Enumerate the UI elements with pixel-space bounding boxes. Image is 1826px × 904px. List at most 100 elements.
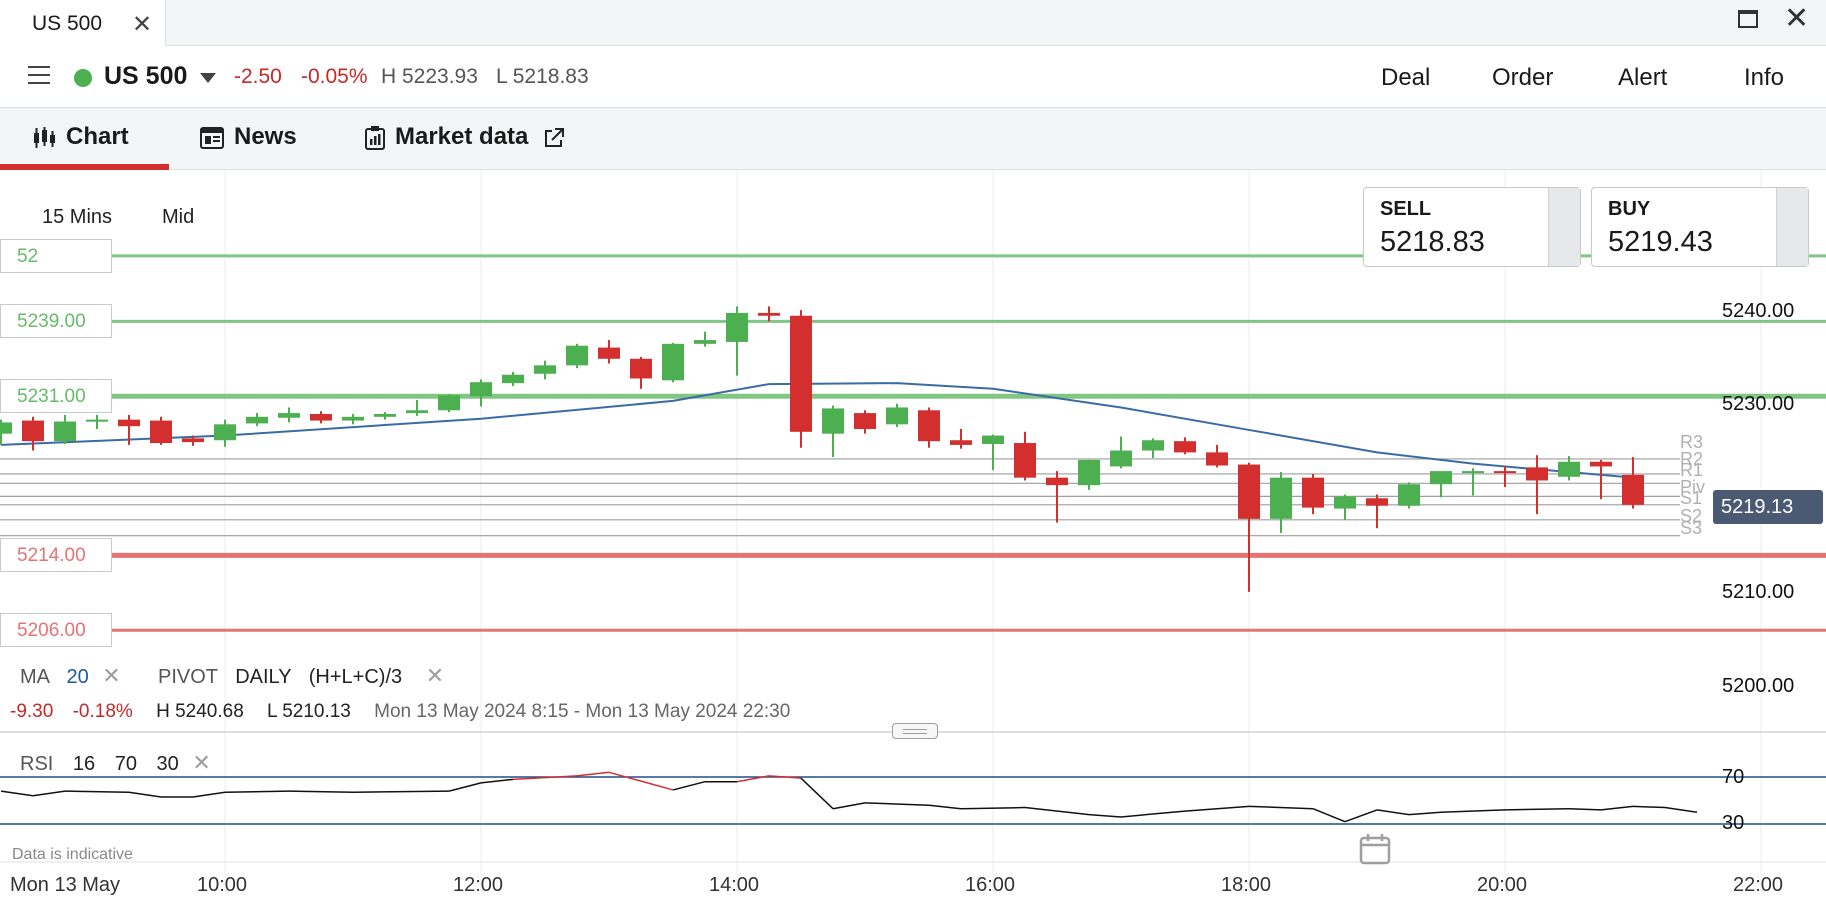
candle-body <box>1366 498 1388 506</box>
candle-body <box>726 312 748 342</box>
candle-body <box>182 438 204 443</box>
news-icon <box>200 126 224 149</box>
candle-body <box>630 358 652 379</box>
x-tick-label: 20:00 <box>1477 874 1528 896</box>
x-axis-date: Mon 13 May <box>10 874 121 896</box>
price-level-label[interactable]: 5239.00 <box>0 304 112 339</box>
tab-news-label: News <box>234 123 297 150</box>
candle-body <box>502 374 524 384</box>
maximize-icon[interactable] <box>1738 10 1758 28</box>
info-button[interactable]: Info <box>1744 64 1785 91</box>
candle-body <box>534 365 556 374</box>
close-icon[interactable]: ✕ <box>132 11 153 38</box>
menu-icon[interactable] <box>28 66 50 84</box>
pivot-label: PIVOT <box>158 666 218 688</box>
candlestick-icon <box>34 126 55 148</box>
pivot-indicator[interactable]: PIVOT DAILY (H+L+C)/3 ✕ <box>158 663 444 689</box>
sell-button[interactable]: SELL 5218.83 <box>1363 187 1581 267</box>
candle-body <box>822 408 844 434</box>
candle-body <box>342 416 364 421</box>
data-indicative-note: Data is indicative <box>12 846 133 863</box>
chart-area[interactable]: 15 Mins Mid 52 5239.00 5231.00 5214.00 5206.… <box>0 170 1826 904</box>
rsi-axis-70: 70 <box>1722 766 1745 788</box>
x-tick-label: 14:00 <box>709 874 760 896</box>
view-tabs: Chart News Market data <box>0 108 1826 170</box>
candle-body <box>1238 464 1260 519</box>
price-level-label[interactable]: 5214.00 <box>0 538 112 573</box>
market-data-icon <box>365 125 385 150</box>
rsi-line <box>128 791 162 798</box>
chart-canvas[interactable] <box>0 170 1826 904</box>
candle-body <box>310 414 332 421</box>
candle-body <box>1110 450 1132 467</box>
tab-market-data-label: Market data <box>395 123 529 150</box>
chevron-down-icon[interactable] <box>200 73 216 83</box>
candle-body <box>22 420 44 442</box>
close-icon[interactable]: ✕ <box>1784 2 1810 35</box>
candle-body <box>790 315 812 432</box>
tab-news[interactable]: News <box>200 123 297 151</box>
ma-indicator[interactable]: MA 20 ✕ <box>20 663 121 689</box>
price-level-label[interactable]: 52 <box>0 238 112 273</box>
rsi-line <box>1312 808 1346 823</box>
instrument-name[interactable]: US 500 <box>104 62 188 90</box>
stats-change: -9.30 <box>10 701 54 722</box>
stats-change-pct: -0.18% <box>72 701 133 722</box>
candle-body <box>982 435 1004 444</box>
close-icon[interactable]: ✕ <box>192 750 211 775</box>
candle-body <box>1494 471 1516 474</box>
timeframe-selector[interactable]: 15 Mins <box>32 206 123 229</box>
candle-body <box>1174 441 1196 453</box>
rsi-period: 16 <box>72 753 96 775</box>
deal-button[interactable]: Deal <box>1381 64 1431 91</box>
candle-body <box>278 413 300 418</box>
candle-body <box>662 343 684 381</box>
pivot-label-r3: R3 <box>1680 432 1704 452</box>
rsi-axis-30: 30 <box>1722 812 1745 834</box>
rsi-line <box>1440 809 1506 813</box>
candle-body <box>950 440 972 445</box>
rsi-line <box>224 790 290 794</box>
rsi-line <box>576 771 610 777</box>
window-tab[interactable]: US 500 ✕ <box>0 0 166 47</box>
candle-body <box>886 407 908 425</box>
rsi-line <box>32 790 66 797</box>
close-icon[interactable]: ✕ <box>102 663 121 688</box>
y-tick-label: 5230.00 <box>1722 393 1795 415</box>
calendar-icon[interactable] <box>1359 833 1391 865</box>
candle-body <box>406 410 428 414</box>
buy-strip <box>1776 188 1808 266</box>
price-level-label[interactable]: 5231.00 <box>0 379 112 414</box>
candle-body <box>118 419 140 427</box>
rsi-line <box>1568 807 1602 811</box>
candle-body <box>1398 484 1420 506</box>
rsi-line <box>1376 809 1410 816</box>
header-high: H 5223.93 <box>381 65 478 88</box>
buy-label: BUY <box>1608 198 1651 220</box>
buy-price: 5219.43 <box>1608 226 1713 258</box>
header-low: L 5218.83 <box>496 65 589 88</box>
rsi-line <box>192 791 226 798</box>
rsi-line <box>736 775 770 783</box>
tab-market-data[interactable]: Market data <box>365 123 565 151</box>
rsi-upper: 70 <box>114 753 137 775</box>
price-level-label[interactable]: 5206.00 <box>0 613 112 648</box>
buy-button[interactable]: BUY 5219.43 <box>1591 187 1809 267</box>
candle-body <box>0 422 12 434</box>
sell-strip <box>1548 188 1580 266</box>
price-type-selector[interactable]: Mid <box>152 206 205 229</box>
order-button[interactable]: Order <box>1492 64 1554 91</box>
tab-chart[interactable]: Chart <box>32 123 129 151</box>
close-icon[interactable]: ✕ <box>425 663 445 688</box>
rsi-line <box>1120 810 1186 818</box>
window-titlebar: US 500 ✕ ✕ <box>0 0 1826 47</box>
external-link-icon[interactable] <box>543 127 565 149</box>
instrument-header: US 500 -2.50 -0.05% H 5223.93 L 5218.83 … <box>0 46 1826 108</box>
current-price-tag: 5219.13 <box>1713 490 1823 524</box>
rsi-indicator[interactable]: RSI 16 70 30 ✕ <box>20 750 211 776</box>
rsi-line <box>64 790 130 794</box>
stats-range: Mon 13 May 2024 8:15 - Mon 13 May 2024 2… <box>374 701 791 722</box>
alert-button[interactable]: Alert <box>1618 64 1668 91</box>
rsi-line <box>480 778 514 784</box>
panel-resize-handle[interactable] <box>892 723 938 739</box>
